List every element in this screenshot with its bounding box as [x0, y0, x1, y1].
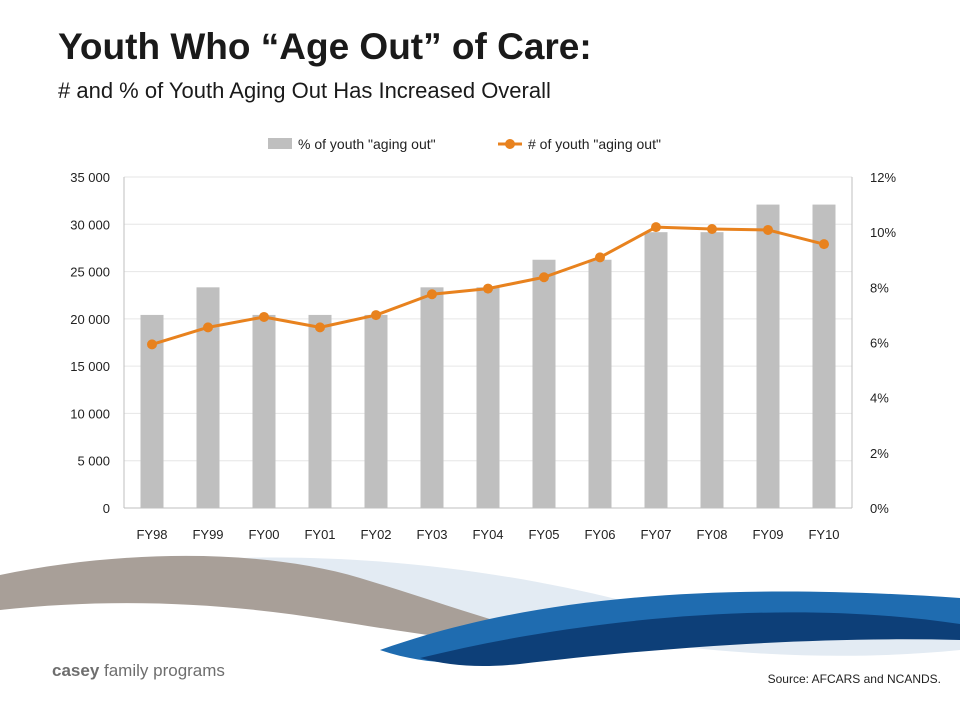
y-right-tick-label: 6% [870, 336, 889, 351]
y-right-tick-label: 10% [870, 225, 896, 240]
x-tick-label: FY04 [472, 527, 503, 542]
casey-logo: casey family programs [52, 661, 225, 681]
line-point [539, 272, 549, 283]
line-point [259, 311, 269, 322]
x-tick-label: FY07 [640, 527, 671, 542]
y-right-tick-label: 12% [870, 170, 896, 185]
y-right-tick-label: 4% [870, 391, 889, 406]
y-left-tick-label: 0 [103, 501, 110, 516]
x-tick-label: FY08 [696, 527, 727, 542]
legend-label-line: # of youth "aging out" [528, 136, 661, 152]
page-title: Youth Who “Age Out” of Care: [58, 26, 592, 67]
line-point [315, 322, 325, 333]
y-right-tick-label: 2% [870, 446, 889, 461]
source-note: Source: AFCARS and NCANDS. [767, 672, 941, 686]
line-point [427, 289, 437, 300]
bar [196, 287, 220, 508]
bar [644, 232, 668, 508]
y-left-tick-label: 25 000 [70, 265, 110, 280]
y-right-tick-label: 0% [870, 501, 889, 516]
y-left-tick-label: 5 000 [77, 454, 110, 469]
logo-rest-text: family programs [99, 661, 225, 680]
line-point [483, 283, 493, 294]
bar [700, 232, 724, 508]
bar [476, 287, 500, 508]
decorative-wave [0, 555, 960, 666]
y-right-tick-label: 8% [870, 280, 889, 295]
bar [532, 259, 556, 508]
x-tick-label: FY01 [304, 527, 335, 542]
x-tick-label: FY03 [416, 527, 447, 542]
page-subtitle: # and % of Youth Aging Out Has Increased… [58, 78, 551, 103]
wave-blue-dark-band [420, 612, 960, 666]
bar [420, 287, 444, 508]
x-tick-label: FY98 [136, 527, 167, 542]
y-left-tick-label: 20 000 [70, 312, 110, 327]
wave-gray-band [0, 555, 600, 649]
legend-label-bar: % of youth "aging out" [298, 136, 436, 152]
line-point [707, 224, 717, 235]
legend-marker-line [505, 139, 515, 149]
y-left-tick-label: 10 000 [70, 406, 110, 421]
x-tick-label: FY10 [808, 527, 839, 542]
bar [588, 259, 612, 508]
line-point [651, 222, 661, 233]
line-point [595, 252, 605, 263]
bar [252, 314, 276, 508]
bar [812, 204, 836, 509]
x-tick-label: FY06 [584, 527, 615, 542]
line-point [819, 239, 829, 250]
x-tick-label: FY99 [192, 527, 223, 542]
y-left-tick-label: 15 000 [70, 359, 110, 374]
line-point [763, 224, 773, 235]
y-left-tick-label: 30 000 [70, 217, 110, 232]
bar [756, 204, 780, 509]
x-tick-label: FY05 [528, 527, 559, 542]
bar [140, 314, 164, 508]
bar [364, 314, 388, 508]
combo-chart: 0 5 000 10 000 15 000 20 000 25 000 30 000 35 0… [70, 136, 896, 542]
line-point [203, 322, 213, 333]
bar [308, 314, 332, 508]
x-tick-label: FY02 [360, 527, 391, 542]
logo-bold-text: casey [52, 661, 100, 680]
x-tick-label: FY09 [752, 527, 783, 542]
y-left-tick-label: 35 000 [70, 170, 110, 185]
x-tick-label: FY00 [248, 527, 279, 542]
legend-swatch-bar [268, 138, 292, 149]
line-point [371, 310, 381, 321]
line-point [147, 339, 157, 350]
